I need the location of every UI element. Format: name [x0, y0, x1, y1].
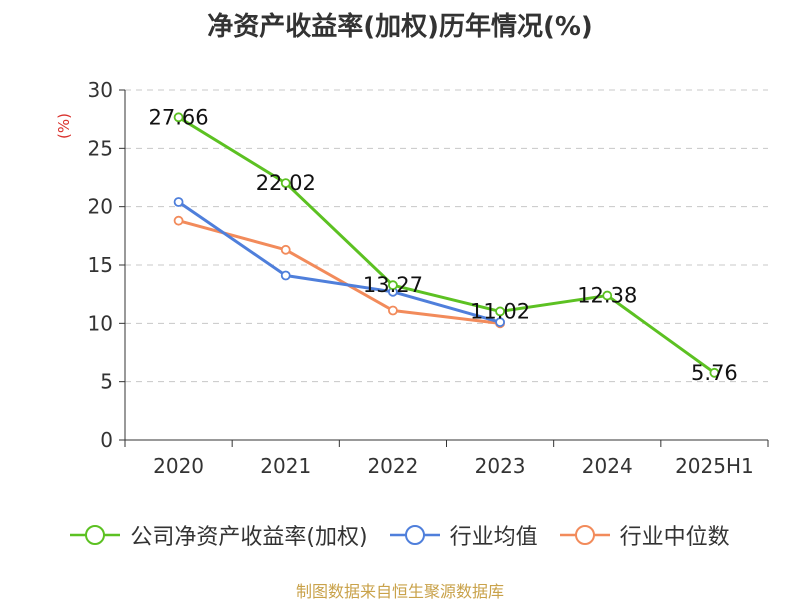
data-point	[388, 280, 398, 291]
legend: 公司净资产收益率(加权) 行业均值 行业中位数	[0, 519, 800, 551]
data-label: 27.66	[149, 105, 209, 129]
data-point	[173, 112, 184, 123]
data-point	[173, 197, 184, 207]
x-tick-label: 2025H1	[675, 454, 754, 478]
series	[173, 112, 720, 378]
data-label: 13.27	[363, 273, 423, 297]
legend-label: 行业均值	[449, 525, 538, 550]
series-line	[177, 200, 501, 324]
data-label: 12.38	[577, 284, 637, 308]
x-tick-label: 2020	[153, 454, 204, 478]
legend-label: 行业中位数	[619, 525, 730, 550]
x-tick-label: 2024	[582, 454, 633, 478]
y-tick-label: 0	[100, 428, 113, 452]
x-tick-label: 2021	[260, 454, 311, 478]
axes: 0 5 10 15 20 25 30 2020 2021 2022 2023 2024 2025H1	[88, 78, 769, 478]
data-label: 5.76	[691, 361, 738, 385]
data-point	[709, 367, 720, 378]
y-axis-label: (%)	[55, 113, 73, 139]
legend-line-marker-icon	[389, 525, 440, 545]
y-tick-label: 20	[88, 195, 113, 219]
data-point	[495, 317, 505, 328]
legend-line-marker-icon	[70, 525, 121, 545]
series-line	[178, 219, 501, 325]
y-tick-label: 10	[88, 311, 113, 335]
data-label: 11.02	[470, 299, 530, 323]
data-label: 22.02	[256, 171, 316, 195]
data-point	[280, 244, 291, 255]
legend-line-marker-icon	[559, 525, 610, 545]
legend-label: 公司净资产收益率(加权)	[130, 525, 368, 550]
y-tick-label: 30	[88, 78, 113, 102]
data-point	[280, 270, 291, 281]
data-labels: 27.66 22.02 13.27 11.02 12.38 5.76	[149, 105, 738, 385]
source-note: 制图数据来自恒生聚源数据库	[295, 582, 504, 601]
data-point	[388, 305, 398, 316]
data-point	[280, 178, 291, 189]
chart-title: 净资产收益率(加权)历年情况(%)	[207, 12, 593, 42]
x-tick-label: 2022	[367, 454, 418, 478]
legend-item-industry-median[interactable]: 行业中位数	[559, 519, 730, 551]
series-line	[177, 116, 716, 375]
x-tick-label: 2023	[475, 454, 526, 478]
y-tick-label: 5	[100, 370, 113, 394]
y-tick-label: 15	[88, 253, 113, 277]
data-point	[602, 290, 613, 301]
legend-item-company[interactable]: 公司净资产收益率(加权)	[70, 519, 368, 551]
data-point	[173, 215, 184, 226]
legend-item-industry-mean[interactable]: 行业均值	[389, 519, 538, 551]
y-tick-label: 25	[88, 136, 113, 160]
data-point	[495, 306, 505, 317]
grid-lines	[125, 89, 768, 383]
